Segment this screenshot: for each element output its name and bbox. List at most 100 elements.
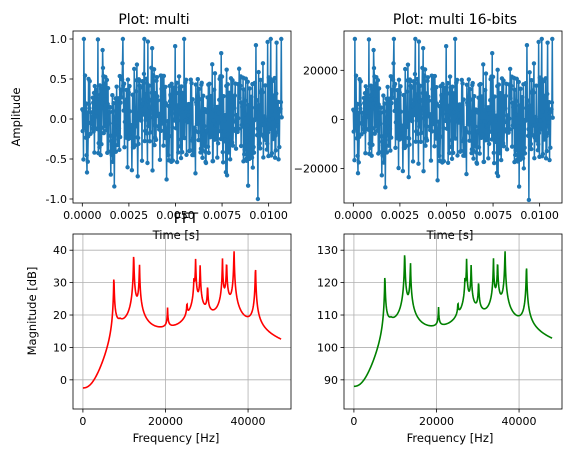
series-marker [465,102,470,108]
series-marker [140,101,145,106]
series-marker [436,119,441,124]
x-tick-label: 0.0100 [249,209,288,222]
series-marker [196,137,201,143]
series-marker [137,78,142,84]
series-marker [417,83,423,89]
series-marker [466,130,472,135]
series-marker [211,107,216,113]
series-marker [452,99,457,104]
series-marker [133,89,139,94]
series-marker [219,50,224,56]
series-marker [191,152,197,158]
series-marker [117,147,122,153]
series-marker [176,150,181,155]
series-marker [430,121,436,127]
series-marker [92,150,97,155]
series-marker [145,39,151,44]
series-marker [272,155,278,160]
series-marker [161,143,166,148]
series-marker [88,110,94,115]
series-marker [180,90,185,96]
series-marker [195,105,200,111]
series-marker [274,40,279,45]
series-marker [540,151,546,157]
series-marker [230,78,235,83]
series-marker [94,87,99,92]
series-marker [536,142,541,147]
series-marker [105,85,111,91]
series-marker [106,149,111,154]
series-marker [372,81,378,86]
series-marker [82,73,88,78]
subplot-time-multi-16bit: Plot: multi 16-bits Time [s] 0.0000 0.002… [294,12,563,242]
series-marker [110,93,115,98]
series-marker [256,110,261,115]
series-marker [221,94,226,99]
series-marker [415,76,420,82]
series-marker [376,102,381,107]
x-tick-label: 0.0025 [381,209,420,222]
series-marker [526,197,532,203]
series-marker [541,116,546,122]
series-marker [149,90,154,95]
series-marker [459,115,465,120]
series-marker [92,83,98,89]
series-marker [440,81,445,87]
series-marker [444,126,450,131]
series-marker [99,142,104,147]
series-marker [163,100,169,106]
series-marker [128,135,133,141]
series-marker [109,152,114,157]
subplot-title: Plot: multi [118,12,189,28]
series-marker [393,145,398,150]
series-marker [228,135,233,140]
series-marker [226,131,231,137]
series-marker [503,93,509,99]
series-marker [420,90,425,96]
series-marker [544,148,550,154]
series-marker [361,95,367,101]
series-marker [398,109,404,114]
series-marker [253,117,258,122]
series-marker [470,80,475,86]
series-marker [254,98,259,103]
series-marker [231,119,236,124]
series-marker [369,153,374,158]
series-marker [545,91,550,97]
series-marker [411,79,416,84]
series-marker [253,42,259,48]
series-marker [492,94,497,99]
series-marker [473,124,478,129]
series-marker [177,104,182,110]
series-marker [421,168,426,174]
series-marker [108,172,114,177]
series-marker [222,118,227,123]
series-marker [225,82,231,87]
series-marker [242,147,247,152]
series-marker [119,95,124,100]
series-marker [464,171,469,177]
series-marker [238,83,243,88]
series-marker [396,165,401,171]
series-marker [369,86,375,92]
series-marker [453,136,458,141]
series-marker [545,124,551,129]
series-marker [458,105,463,110]
series-marker [265,130,271,135]
series-marker [531,61,537,66]
series-marker [381,109,387,114]
series-marker [480,132,486,137]
series-marker [403,143,409,149]
series-marker [486,141,492,147]
series-marker [413,36,418,42]
series-marker [240,124,245,129]
series-marker [353,73,359,78]
x-tick-label: 40000 [231,415,266,428]
series-marker [509,83,514,89]
series-marker [155,98,161,103]
series-marker [274,91,279,96]
series-marker [152,142,157,148]
series-marker [181,99,186,104]
axes-frame [72,233,292,410]
series-marker [197,111,202,116]
